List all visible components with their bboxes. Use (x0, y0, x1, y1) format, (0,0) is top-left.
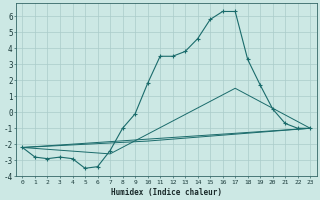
X-axis label: Humidex (Indice chaleur): Humidex (Indice chaleur) (111, 188, 222, 197)
